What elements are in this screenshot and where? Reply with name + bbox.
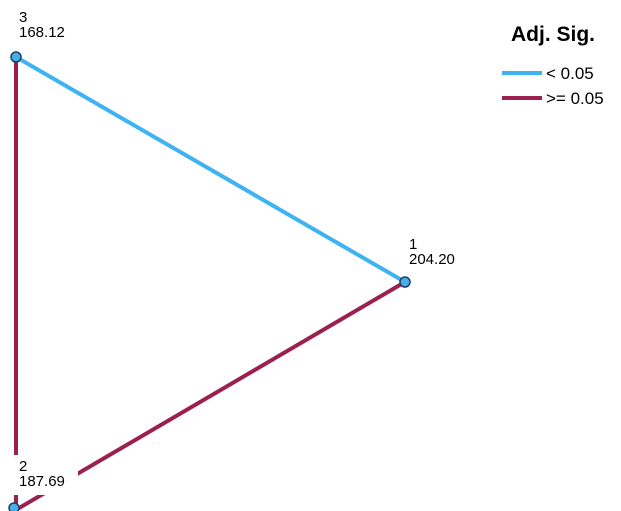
node-3-marker <box>10 51 22 63</box>
edge-3-1 <box>14 55 407 284</box>
node-2-label-background <box>2 455 78 495</box>
node-1-value: 204.20 <box>409 251 455 268</box>
node-1-id: 1 <box>409 236 417 253</box>
legend-label-significant: < 0.05 <box>546 64 594 83</box>
edge-2-1 <box>12 280 407 511</box>
legend-title: Adj. Sig. <box>511 23 595 46</box>
node-3-id: 3 <box>19 9 27 26</box>
node-2-id: 2 <box>19 458 27 475</box>
node-2-marker <box>8 502 20 511</box>
node-2-value: 187.69 <box>19 473 65 490</box>
node-1-marker <box>399 276 411 288</box>
legend-label-not-significant: >= 0.05 <box>546 89 604 108</box>
legend: Adj. Sig. < 0.05 >= 0.05 <box>502 23 604 108</box>
node-3-value: 168.12 <box>19 24 65 41</box>
